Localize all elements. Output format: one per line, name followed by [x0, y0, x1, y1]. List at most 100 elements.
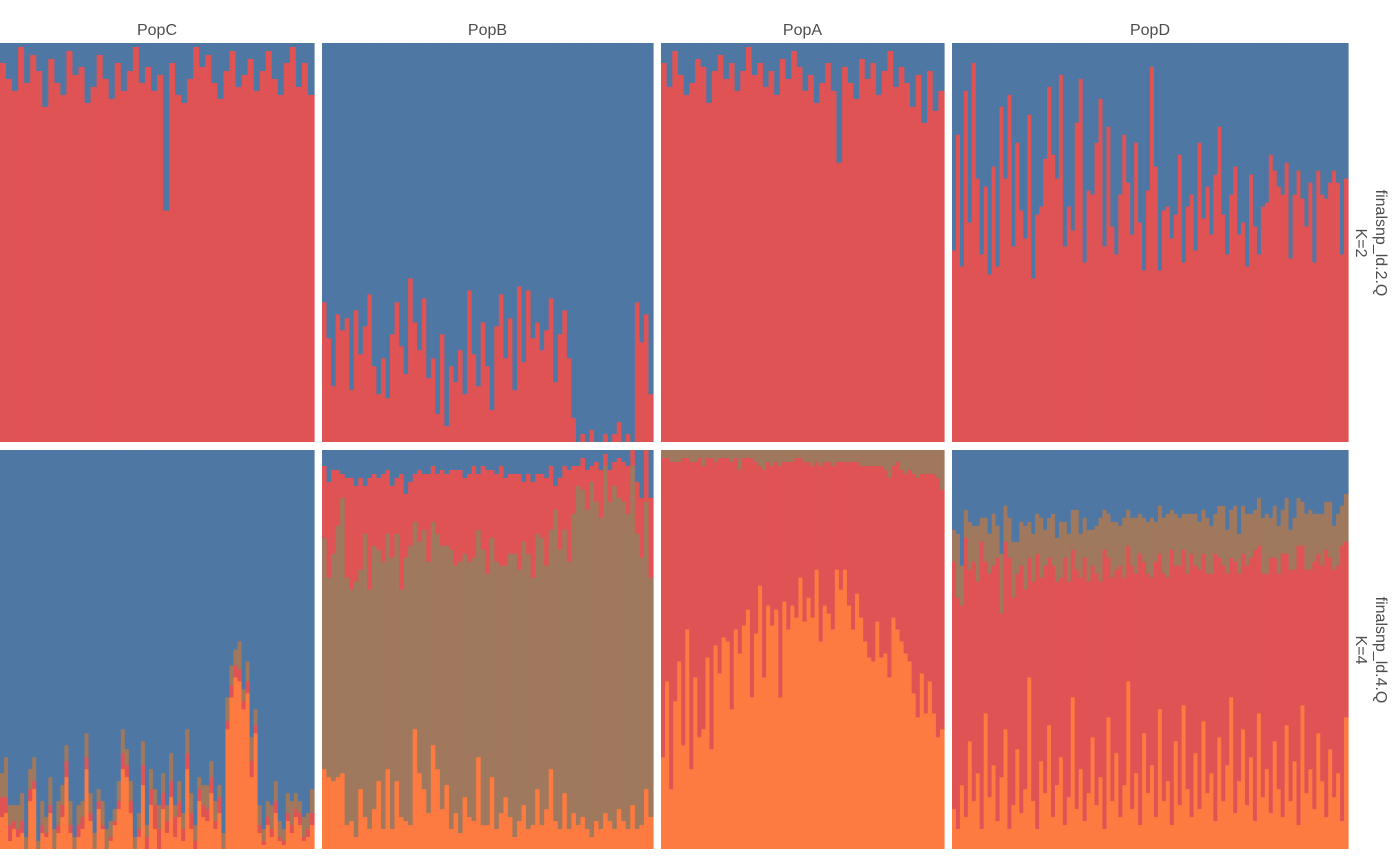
- bar-segment: [512, 473, 518, 555]
- bar-segment: [90, 86, 98, 442]
- bar-segment: [1225, 43, 1230, 255]
- bar-segment: [471, 821, 477, 849]
- bar-segment: [571, 43, 577, 419]
- bar-segment: [580, 43, 586, 435]
- bar-segment: [566, 561, 572, 830]
- bar-segment: [952, 529, 957, 563]
- bar-segment: [1268, 154, 1274, 442]
- bar-segment: [307, 43, 315, 96]
- bar-segment: [863, 641, 868, 849]
- bar-segment: [1047, 86, 1052, 442]
- bar-segment: [1035, 553, 1040, 830]
- bar-segment: [904, 43, 911, 84]
- bar-segment: [959, 605, 965, 786]
- bar-segment: [503, 43, 509, 359]
- bar-segment: [753, 461, 759, 634]
- bar-segment: [1300, 198, 1306, 442]
- bar-segment: [1011, 43, 1016, 247]
- bar-segment: [28, 769, 33, 790]
- bar-segment: [553, 485, 559, 511]
- bar-segment: [1098, 43, 1104, 100]
- bar-segment: [233, 649, 239, 666]
- bar-segment: [1062, 521, 1068, 559]
- bar-segment: [448, 549, 455, 830]
- bar-segment: [435, 414, 441, 442]
- bar-segment: [870, 62, 877, 442]
- bar-segment: [36, 70, 43, 443]
- bar-segment: [430, 43, 436, 359]
- bar-segment: [535, 322, 541, 442]
- bar-segment: [733, 457, 739, 630]
- bar-segment: [1094, 805, 1100, 849]
- bar-segment: [485, 43, 491, 367]
- bar-segment: [666, 43, 673, 88]
- bar-segment: [782, 461, 787, 603]
- bar-segment: [853, 98, 860, 443]
- bar-segment: [181, 841, 186, 849]
- bar-segment: [979, 829, 985, 849]
- bar-segment: [205, 54, 212, 442]
- bar-segment: [225, 450, 231, 698]
- bar-segment: [1134, 773, 1139, 849]
- bar-segment: [1197, 809, 1203, 849]
- bar-segment: [1324, 501, 1329, 551]
- bar-segment: [157, 74, 164, 443]
- bar-segment: [875, 621, 880, 849]
- bar-segment: [205, 450, 210, 786]
- bar-segment: [1233, 505, 1238, 563]
- bar-segment: [931, 473, 937, 714]
- bar-segment: [562, 793, 568, 849]
- bar-segment: [408, 481, 414, 547]
- bar-segment: [1272, 170, 1278, 442]
- bar-segment: [331, 553, 337, 782]
- bar-segment: [237, 450, 243, 642]
- bar-segment: [798, 577, 804, 849]
- bar-segment: [1308, 769, 1313, 849]
- bar-segment: [648, 450, 654, 499]
- bar-segment: [1051, 513, 1056, 567]
- bar-segment: [462, 43, 468, 395]
- bar-segment: [1122, 134, 1127, 442]
- bar-segment: [693, 450, 698, 463]
- bar-segment: [1102, 509, 1108, 551]
- bar-segment: [28, 801, 33, 849]
- bar-segment: [1011, 805, 1016, 849]
- bar-segment: [729, 461, 735, 710]
- bar-segment: [503, 477, 509, 567]
- bar-segment: [939, 489, 945, 730]
- bar-segment: [927, 70, 934, 443]
- bar-segment: [1181, 262, 1187, 442]
- bar-segment: [1106, 717, 1111, 849]
- bar-segment: [237, 681, 243, 849]
- bar-segment: [753, 633, 759, 849]
- bar-segment: [271, 78, 279, 442]
- facet-row-labels: finalsnp_ld.2.Q K=2 finalsnp_ld.4.Q K=4: [1352, 190, 1389, 704]
- bar-segment: [1272, 557, 1278, 742]
- bar-segment: [467, 473, 473, 563]
- bar-segment: [376, 477, 382, 551]
- bar-segment: [1201, 218, 1207, 442]
- bar-segment: [630, 450, 636, 467]
- bar-segment: [1153, 43, 1159, 168]
- bar-segment: [140, 765, 146, 786]
- bar-segment: [1324, 198, 1329, 442]
- bar-segment: [786, 450, 791, 463]
- bar-segment: [100, 825, 106, 830]
- bar-segment: [959, 565, 965, 607]
- bar-segment: [173, 805, 178, 818]
- bar-segment: [217, 98, 225, 443]
- bar-segment: [1185, 43, 1191, 207]
- bar-segment: [952, 561, 957, 810]
- bar-segment: [598, 450, 604, 471]
- bar-segment: [36, 43, 43, 72]
- bar-segment: [213, 801, 218, 822]
- bar-segment: [701, 729, 707, 849]
- bar-segment: [1051, 154, 1056, 442]
- bar-segment: [846, 450, 852, 463]
- bar-segment: [1197, 450, 1203, 523]
- bar-segment: [1153, 561, 1159, 818]
- bar-segment: [68, 450, 74, 802]
- bar-segment: [607, 501, 613, 822]
- bar-segment: [1256, 713, 1262, 849]
- bar-segment: [709, 749, 715, 849]
